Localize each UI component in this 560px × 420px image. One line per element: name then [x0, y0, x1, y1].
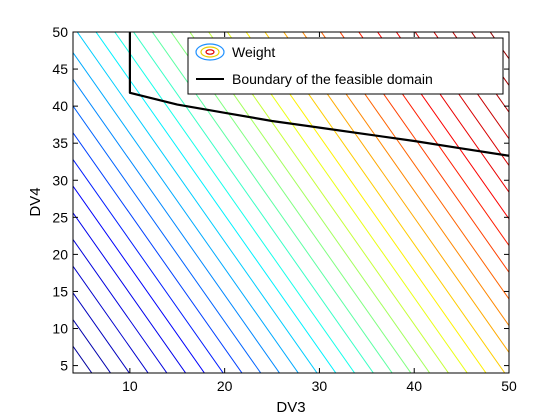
y-tick-label-15: 15 — [52, 283, 68, 299]
contour-level-21 — [226, 32, 468, 373]
y-axis-label: DV4 — [27, 187, 44, 216]
axis-ticks: 10 20 30 40 50 5 10 15 20 25 30 35 40 45 50 — [52, 24, 517, 394]
contour-level-22 — [245, 32, 487, 373]
legend-box — [187, 37, 504, 95]
x-axis-label: DV3 — [276, 399, 305, 416]
contour-level-13 — [76, 32, 318, 373]
legend-entry-boundary: Boundary of the feasible domain — [232, 71, 433, 87]
y-tick-label-50: 50 — [52, 24, 68, 40]
y-tick-label-45: 45 — [52, 61, 68, 77]
feasible-boundary-line — [128, 32, 509, 157]
y-tick-label-30: 30 — [52, 172, 68, 188]
y-tick-label-20: 20 — [52, 246, 68, 262]
contour-level-17 — [151, 32, 393, 373]
contour-level-20 — [208, 32, 450, 373]
contour-level-8 — [73, 158, 224, 373]
x-tick-label-50: 50 — [501, 378, 517, 394]
contour-level-5 — [73, 238, 168, 373]
contour-level-19 — [189, 32, 431, 373]
contour-level-11 — [73, 78, 281, 373]
x-tick-label-40: 40 — [406, 378, 422, 394]
contour-level-26 — [320, 32, 509, 300]
legend-contour-icon — [195, 43, 225, 61]
weight-contours — [73, 32, 509, 373]
contour-level-15 — [114, 32, 356, 373]
contour-level-29 — [376, 32, 509, 220]
x-tick-label-30: 30 — [312, 378, 328, 394]
plot-frame — [72, 31, 510, 374]
y-tick-label-10: 10 — [52, 321, 68, 337]
contour-level-16 — [132, 32, 374, 373]
contour-level-4 — [73, 265, 149, 373]
legend: Weight Boundary of the feasible domain — [187, 37, 504, 95]
x-tick-label-20: 20 — [217, 378, 233, 394]
y-tick-label-40: 40 — [52, 98, 68, 114]
contour-level-18 — [170, 32, 412, 373]
contour-level-9 — [73, 131, 243, 373]
feasible-boundary-group — [128, 32, 509, 157]
contour-level-12 — [73, 51, 299, 373]
legend-entry-weight: Weight — [232, 44, 275, 60]
y-tick-label-5: 5 — [60, 358, 68, 374]
contour-level-7 — [73, 185, 206, 373]
contour-level-30 — [395, 32, 509, 194]
contour-level-27 — [339, 32, 509, 274]
contour-level-6 — [73, 211, 187, 373]
contour-level-28 — [358, 32, 509, 247]
x-tick-label-10: 10 — [122, 378, 138, 394]
y-tick-label-35: 35 — [52, 135, 68, 151]
contour-level-25 — [301, 32, 509, 327]
y-tick-label-25: 25 — [52, 209, 68, 225]
contour-level-10 — [73, 105, 262, 373]
contour-level-14 — [95, 32, 337, 373]
